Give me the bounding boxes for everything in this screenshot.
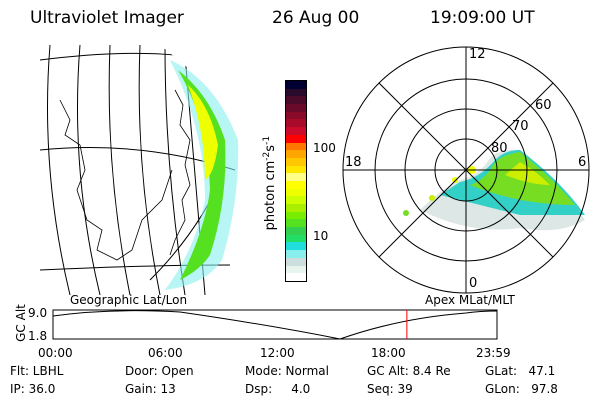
colorbar-band bbox=[286, 265, 306, 274]
colorbar-band bbox=[286, 173, 306, 181]
mlt-label-6: 6 bbox=[578, 155, 587, 170]
status-ip: IP: 36.0 bbox=[10, 382, 56, 396]
colorbar-tick-100: 100 bbox=[313, 141, 336, 155]
colorbar-band bbox=[286, 227, 306, 235]
colorbar-band bbox=[286, 81, 306, 89]
colorbar-band bbox=[286, 111, 306, 120]
mlt-label-18: 18 bbox=[345, 155, 362, 170]
colorbar-band bbox=[286, 150, 306, 158]
colorbar-band bbox=[286, 96, 306, 105]
date-label: 26 Aug 00 bbox=[272, 8, 360, 28]
xtick-0600: 06:00 bbox=[148, 346, 183, 360]
status-gain: Gain: 13 bbox=[125, 382, 176, 396]
colorbar-band bbox=[286, 234, 306, 243]
colorbar-band bbox=[286, 204, 306, 212]
lat-label-60: 60 bbox=[535, 98, 552, 113]
mlt-label-0: 0 bbox=[469, 276, 478, 291]
colorbar-band bbox=[286, 242, 306, 251]
status-mode: Mode: Normal bbox=[245, 364, 329, 378]
xtick-1800: 18:00 bbox=[371, 346, 406, 360]
status-gcalt: GC Alt: 8.4 Re bbox=[367, 364, 451, 378]
colorbar-band bbox=[286, 196, 306, 204]
colorbar-band bbox=[286, 104, 306, 112]
altitude-ylabel: GC Alt bbox=[13, 304, 28, 342]
colorbar-band bbox=[286, 250, 306, 258]
colorbar-band bbox=[286, 180, 306, 189]
lat-label-70: 70 bbox=[512, 119, 529, 134]
colorbar-band bbox=[286, 119, 306, 128]
colorbar-tick-10: 10 bbox=[313, 229, 329, 243]
status-glon: GLon: 97.8 bbox=[485, 382, 558, 396]
colorbar-band bbox=[286, 142, 306, 151]
colorbar bbox=[285, 80, 307, 282]
lat-label-80: 80 bbox=[491, 141, 508, 156]
colorbar-band bbox=[286, 219, 306, 228]
colorbar-band bbox=[286, 257, 306, 266]
xtick-1200: 12:00 bbox=[260, 346, 295, 360]
colorbar-band bbox=[286, 165, 306, 174]
colorbar-band bbox=[286, 211, 306, 220]
time-label: 19:09:00 UT bbox=[430, 8, 535, 28]
status-dsp: Dsp: 4.0 bbox=[245, 382, 311, 396]
apex-label: Apex MLat/MLT bbox=[425, 293, 515, 307]
aurora-emission bbox=[165, 60, 239, 290]
altitude-curve bbox=[52, 310, 498, 340]
ytick-1-8: 1.8 bbox=[28, 329, 48, 343]
colorbar-band bbox=[286, 88, 306, 97]
mlt-label-12: 12 bbox=[469, 47, 486, 62]
xtick-2359: 23:59 bbox=[476, 346, 511, 360]
colorbar-band bbox=[286, 157, 306, 166]
geographic-label: Geographic Lat/Lon bbox=[70, 293, 188, 307]
status-door: Door: Open bbox=[125, 364, 194, 378]
instrument-title: Ultraviolet Imager bbox=[30, 8, 184, 28]
status-glat: GLat: 47.1 bbox=[485, 364, 556, 378]
colorbar-band bbox=[286, 127, 306, 135]
colorbar-band bbox=[286, 273, 306, 281]
colorbar-band bbox=[286, 188, 306, 197]
ytick-9: 9.0 bbox=[28, 306, 48, 320]
colorbar-band bbox=[286, 134, 306, 143]
status-flt: Flt: LBHL bbox=[10, 364, 64, 378]
status-seq: Seq: 39 bbox=[367, 382, 413, 396]
xtick-0000: 00:00 bbox=[38, 346, 73, 360]
